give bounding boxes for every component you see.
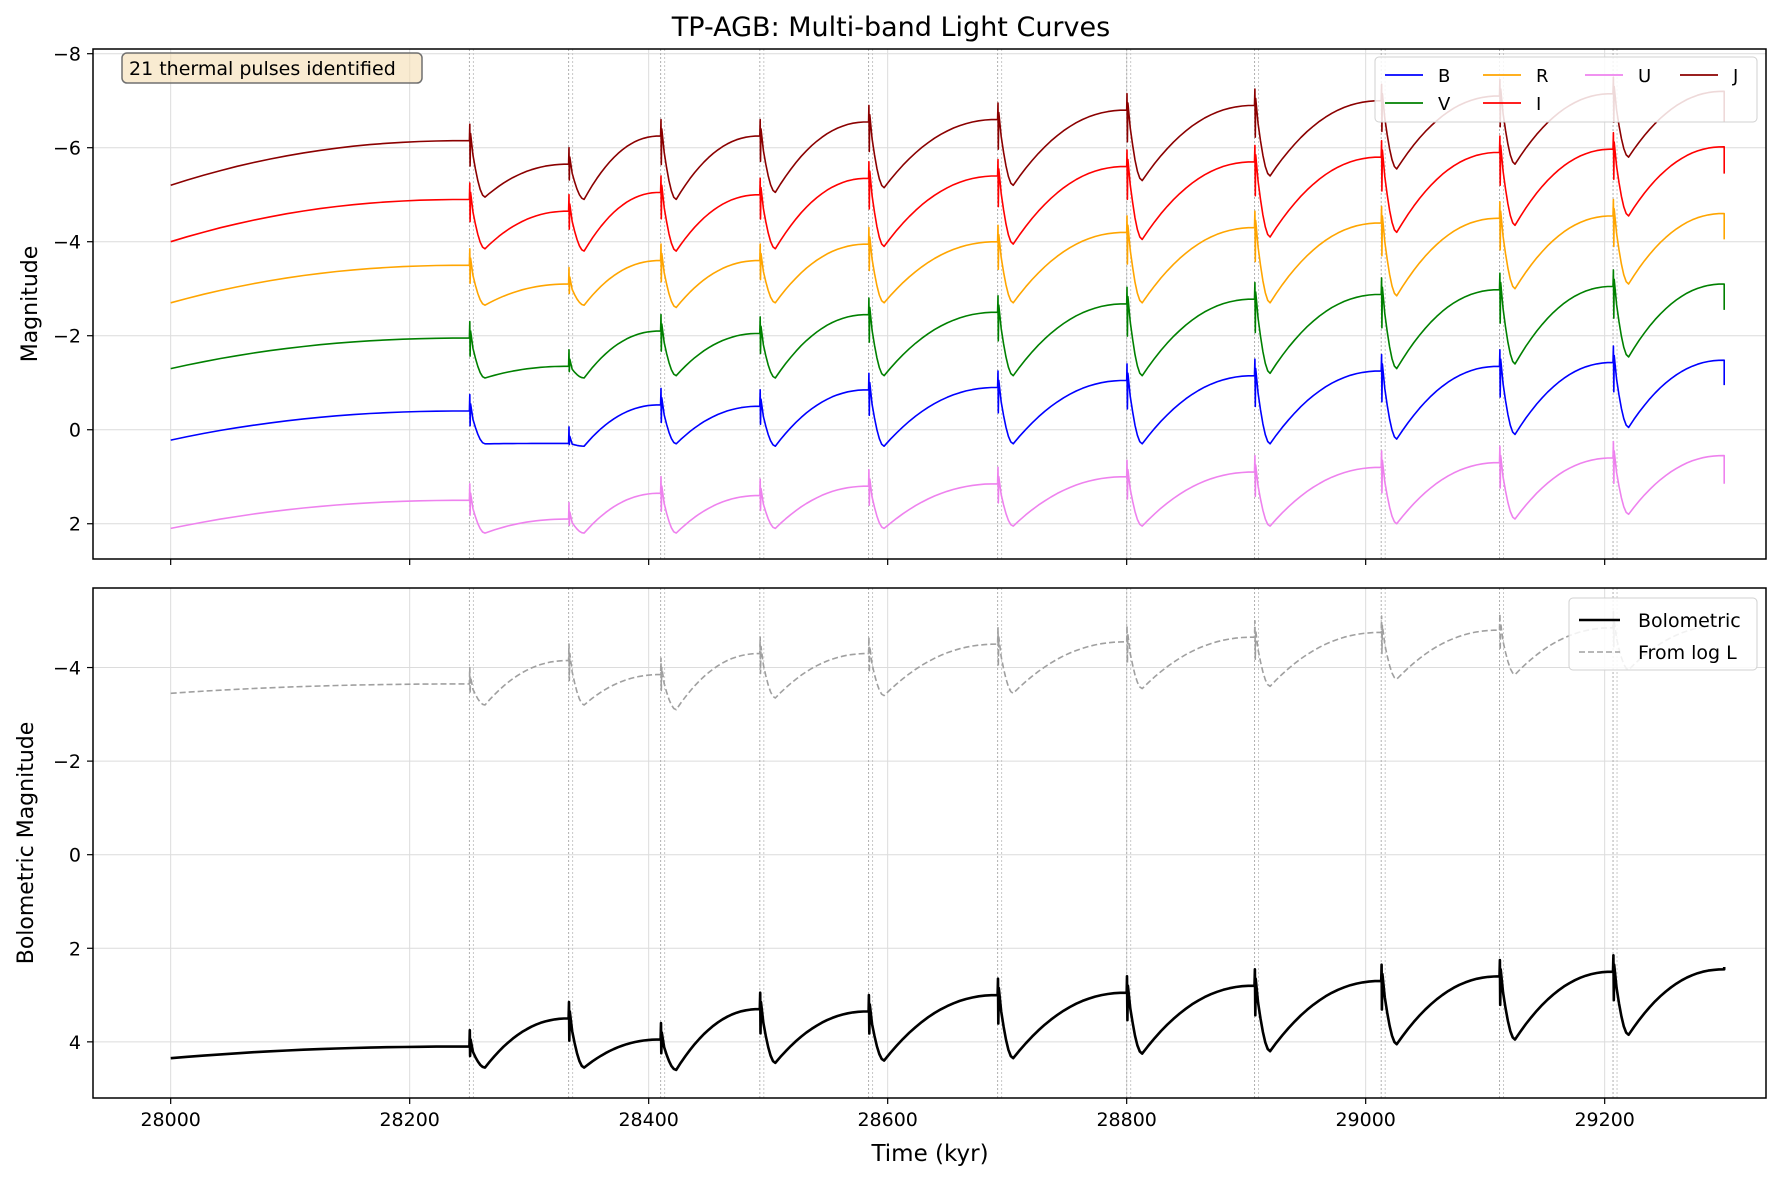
y-tick-label: −8 xyxy=(53,44,81,66)
x-tick-label: 28600 xyxy=(857,1109,917,1131)
legend-label: From log L xyxy=(1638,642,1737,664)
top-axes-frame xyxy=(92,48,1767,560)
y-tick-label: 4 xyxy=(69,1032,81,1054)
top-legend: BV RI U J xyxy=(1374,56,1758,123)
top-grid xyxy=(93,49,1766,559)
legend-label: V xyxy=(1438,94,1451,115)
figure-title: TP-AGB: Multi-band Light Curves xyxy=(671,12,1110,43)
x-tick-label: 29000 xyxy=(1335,1109,1395,1131)
top-pulse-markers xyxy=(468,49,1618,559)
top-axis-ticks: −8 −6 −4 −2 0 2 xyxy=(53,44,1606,565)
series-line-v xyxy=(170,269,1725,379)
bottom-panel: 28000 28200 28400 28600 28800 29000 29200 −4 −2 0… xyxy=(14,587,1767,1167)
top-series-lines xyxy=(170,76,1725,534)
x-tick-label: 28200 xyxy=(379,1109,439,1131)
bottom-series-lines xyxy=(170,610,1726,1072)
series-line-u xyxy=(170,440,1725,534)
y-tick-label: 0 xyxy=(69,420,81,442)
y-tick-label: −6 xyxy=(53,138,81,160)
bottom-grid xyxy=(93,588,1766,1098)
pulse-count-annotation: 21 thermal pulses identified xyxy=(121,52,423,84)
bottom-axis-ticks: 28000 28200 28400 28600 28800 29000 29200 −4 −2 0… xyxy=(53,658,1635,1131)
legend-label: U xyxy=(1638,66,1651,87)
x-tick-label: 28000 xyxy=(140,1109,200,1131)
series-line-r xyxy=(170,198,1725,309)
series-line-i xyxy=(170,131,1725,252)
series-line-bolometric xyxy=(170,954,1726,1072)
legend-label: Bolometric xyxy=(1638,610,1741,632)
y-tick-label: −2 xyxy=(53,326,81,348)
y-tick-label: −4 xyxy=(53,658,81,680)
bottom-legend: Bolometric From log L xyxy=(1568,597,1758,671)
y-tick-label: 2 xyxy=(69,938,81,960)
legend-label: B xyxy=(1438,66,1450,87)
bottom-axes-frame xyxy=(92,587,1767,1099)
top-y-axis-label: Magnitude xyxy=(18,246,43,363)
bottom-pulse-markers xyxy=(468,588,1618,1098)
x-axis-label: Time (kyr) xyxy=(870,1141,988,1167)
x-tick-label: 28800 xyxy=(1096,1109,1156,1131)
bottom-y-axis-label: Bolometric Magnitude xyxy=(14,722,39,965)
y-tick-label: −2 xyxy=(53,751,81,773)
y-tick-label: 0 xyxy=(69,845,81,867)
x-tick-label: 28400 xyxy=(618,1109,678,1131)
x-tick-label: 29200 xyxy=(1574,1109,1634,1131)
legend-label: I xyxy=(1536,94,1541,115)
y-tick-label: 2 xyxy=(69,514,81,536)
legend-label: R xyxy=(1536,66,1549,87)
series-line-from-log-l xyxy=(170,610,1725,711)
y-tick-label: −4 xyxy=(53,232,81,254)
annotation-text: 21 thermal pulses identified xyxy=(129,58,396,80)
series-line-b xyxy=(170,345,1725,447)
legend-label: J xyxy=(1732,66,1738,87)
top-panel: −8 −6 −4 −2 0 2 Magnitude 21 thermal pulses i… xyxy=(18,44,1767,565)
